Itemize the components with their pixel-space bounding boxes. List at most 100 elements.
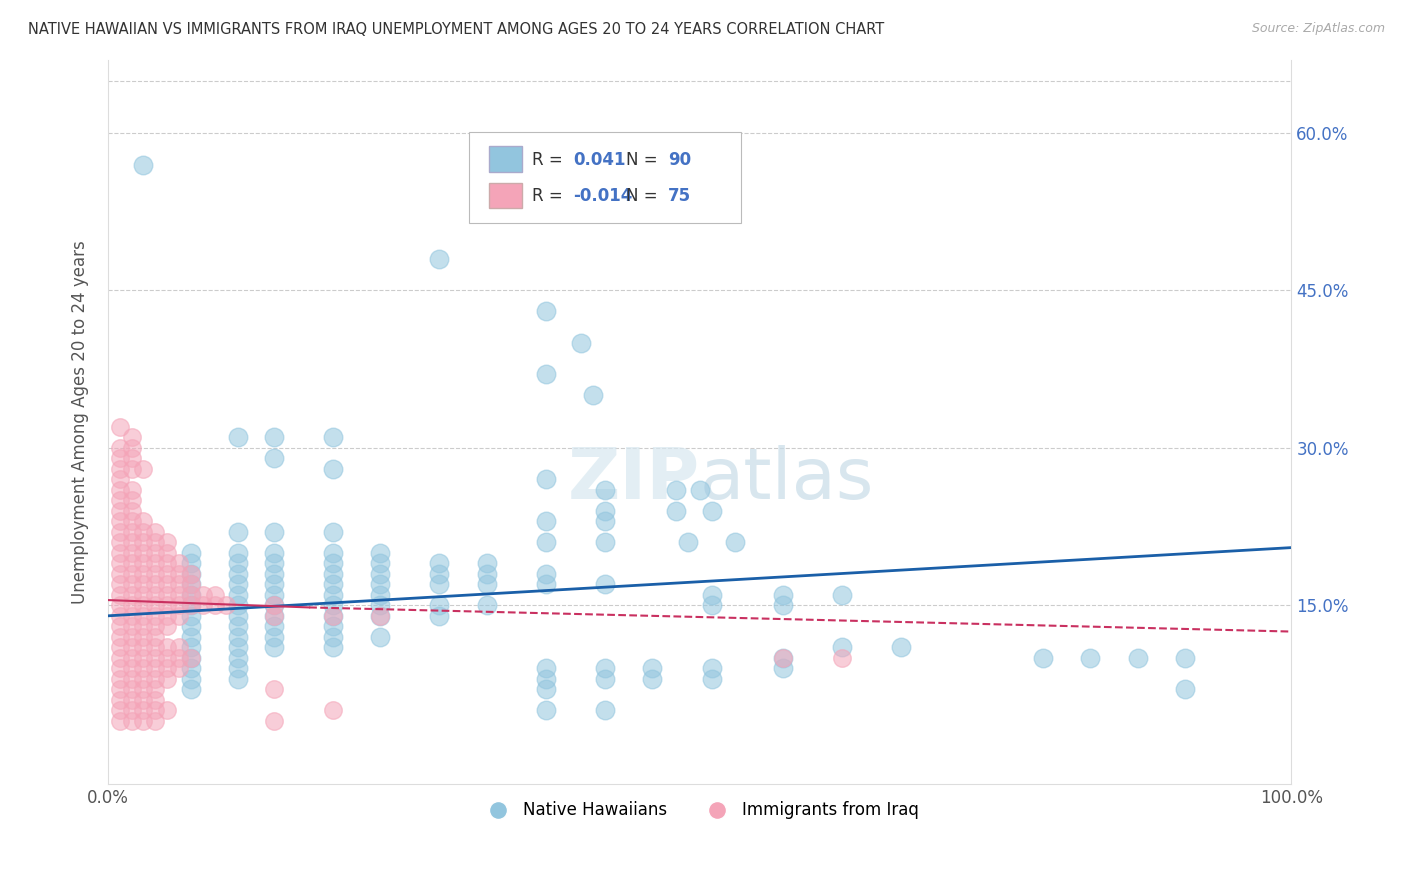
Point bbox=[700, 599, 723, 613]
Point bbox=[641, 661, 664, 675]
Text: R =: R = bbox=[531, 151, 568, 169]
Point bbox=[700, 588, 723, 602]
Point bbox=[322, 524, 344, 539]
Point bbox=[204, 599, 226, 613]
Text: atlas: atlas bbox=[700, 445, 875, 514]
Point bbox=[534, 566, 557, 581]
Point bbox=[121, 714, 143, 728]
Point bbox=[180, 661, 202, 675]
Point bbox=[167, 608, 190, 623]
Point bbox=[569, 335, 592, 350]
Point bbox=[593, 504, 616, 518]
Point bbox=[322, 608, 344, 623]
Point bbox=[226, 619, 249, 633]
Point bbox=[132, 650, 155, 665]
Point bbox=[108, 566, 131, 581]
Point bbox=[132, 672, 155, 686]
Point bbox=[263, 608, 285, 623]
Point bbox=[121, 608, 143, 623]
Point bbox=[322, 462, 344, 476]
Point bbox=[143, 524, 166, 539]
Point bbox=[263, 577, 285, 591]
Point bbox=[121, 451, 143, 466]
Point bbox=[226, 608, 249, 623]
Point bbox=[665, 504, 688, 518]
Point bbox=[180, 599, 202, 613]
Point bbox=[890, 640, 912, 655]
Point bbox=[121, 546, 143, 560]
Point bbox=[156, 661, 179, 675]
Point bbox=[593, 535, 616, 549]
Point bbox=[143, 577, 166, 591]
Point bbox=[226, 661, 249, 675]
Point bbox=[108, 462, 131, 476]
Point bbox=[263, 588, 285, 602]
Point bbox=[132, 524, 155, 539]
Point bbox=[322, 430, 344, 444]
Point bbox=[108, 483, 131, 497]
Point bbox=[156, 588, 179, 602]
Point bbox=[108, 682, 131, 697]
FancyBboxPatch shape bbox=[470, 132, 741, 222]
Text: N =: N = bbox=[626, 151, 664, 169]
Point bbox=[156, 566, 179, 581]
Point bbox=[180, 566, 202, 581]
Point bbox=[1032, 650, 1054, 665]
Point bbox=[167, 640, 190, 655]
Point bbox=[226, 588, 249, 602]
Point bbox=[121, 462, 143, 476]
FancyBboxPatch shape bbox=[489, 183, 522, 208]
Point bbox=[167, 557, 190, 571]
Point bbox=[132, 535, 155, 549]
Point bbox=[132, 661, 155, 675]
Point bbox=[132, 640, 155, 655]
Point bbox=[226, 430, 249, 444]
Point bbox=[143, 714, 166, 728]
Point bbox=[263, 630, 285, 644]
Point bbox=[180, 577, 202, 591]
Point bbox=[534, 368, 557, 382]
Point bbox=[263, 566, 285, 581]
Point bbox=[132, 714, 155, 728]
Point bbox=[263, 682, 285, 697]
Point bbox=[700, 672, 723, 686]
Point bbox=[534, 577, 557, 591]
Point bbox=[108, 714, 131, 728]
Point bbox=[143, 546, 166, 560]
Point bbox=[772, 661, 794, 675]
Text: N =: N = bbox=[626, 186, 664, 205]
Point bbox=[180, 619, 202, 633]
Point bbox=[132, 682, 155, 697]
Point bbox=[132, 588, 155, 602]
Point bbox=[322, 557, 344, 571]
Point bbox=[108, 588, 131, 602]
Point bbox=[322, 599, 344, 613]
Point bbox=[427, 599, 450, 613]
Point bbox=[121, 588, 143, 602]
Point bbox=[593, 514, 616, 528]
Point bbox=[215, 599, 238, 613]
Point bbox=[263, 430, 285, 444]
Point bbox=[226, 640, 249, 655]
Point bbox=[143, 566, 166, 581]
Point bbox=[772, 650, 794, 665]
Point bbox=[108, 420, 131, 434]
Point bbox=[368, 588, 391, 602]
Point bbox=[534, 472, 557, 486]
Point bbox=[772, 588, 794, 602]
Point bbox=[226, 630, 249, 644]
Point bbox=[676, 535, 699, 549]
Point bbox=[534, 672, 557, 686]
Point bbox=[121, 682, 143, 697]
Point bbox=[143, 693, 166, 707]
Point bbox=[180, 566, 202, 581]
Point bbox=[143, 557, 166, 571]
Point bbox=[156, 619, 179, 633]
Point bbox=[108, 608, 131, 623]
Point bbox=[427, 557, 450, 571]
Point bbox=[143, 661, 166, 675]
Point bbox=[108, 650, 131, 665]
Text: -0.014: -0.014 bbox=[574, 186, 633, 205]
Point bbox=[108, 640, 131, 655]
Point bbox=[180, 557, 202, 571]
